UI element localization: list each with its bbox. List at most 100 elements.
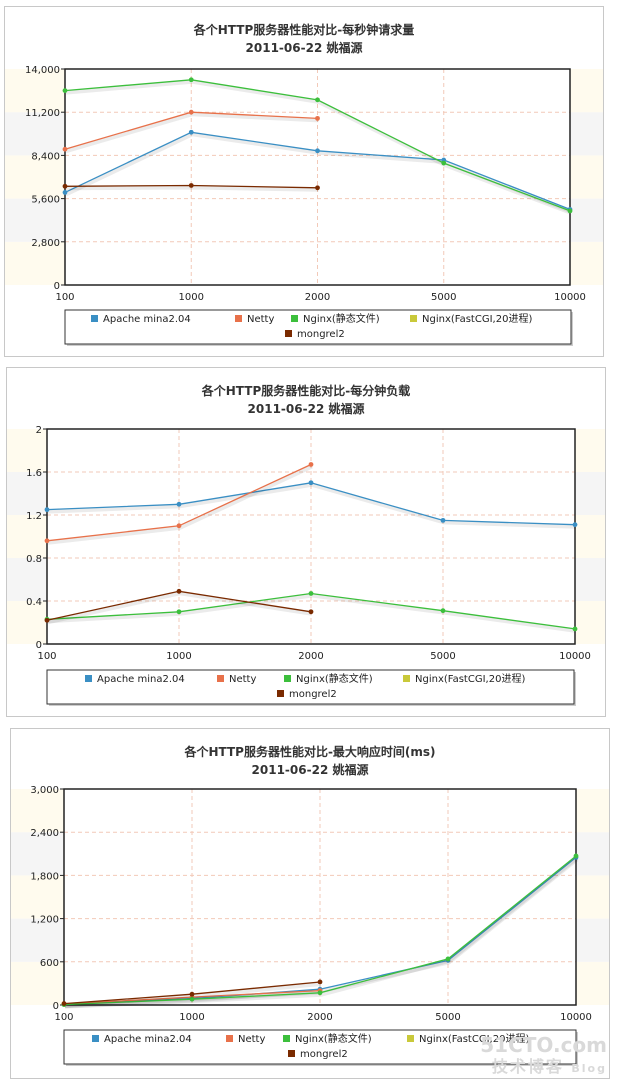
legend-label: Apache mina2.04 [97,674,185,685]
legend-swatch [407,1035,414,1042]
legend-label: Netty [229,674,256,685]
data-point [317,990,323,996]
y-tick-label: 600 [40,958,59,969]
data-point [188,129,194,135]
legend-label: Nginx(FastCGI,20进程) [422,313,532,325]
data-point [176,501,182,507]
data-point [567,208,573,214]
x-tick-label: 10000 [560,1012,592,1023]
watermark-tag: Blog [571,1062,607,1075]
data-point [189,996,195,1002]
y-tick-label: 1.6 [26,468,42,479]
y-tick-label: 0 [53,1001,59,1012]
y-tick-label: 2,800 [31,238,60,249]
plot-border [63,788,577,1006]
data-point [189,991,195,997]
data-point [62,190,68,195]
legend-swatch [285,330,292,337]
data-point [176,609,182,615]
data-point [188,183,194,188]
data-point [44,538,50,544]
y-tick-label: 11,200 [25,108,60,119]
legend-swatch [226,1035,233,1042]
data-point [44,507,50,513]
x-tick-label: 100 [54,1012,73,1023]
legend-label: mongrel2 [300,1049,348,1060]
data-point [315,97,320,103]
data-point [315,148,320,154]
data-point [188,109,194,115]
legend-label: Nginx(静态文件) [296,672,373,685]
legend-swatch [235,315,242,322]
legend-swatch [85,675,92,682]
legend-label: Netty [247,314,274,325]
x-tick-label: 1000 [166,651,191,662]
x-tick-label: 5000 [430,651,455,662]
x-tick-label: 100 [55,292,74,303]
legend-swatch [91,315,98,322]
data-point [315,185,320,191]
legend-label: Nginx(静态文件) [303,312,380,325]
legend-swatch [288,1050,295,1057]
x-tick-label: 1000 [179,1012,204,1023]
chart-max-response-time: 各个HTTP服务器性能对比-最大响应时间(ms) 2011-06-22 姚福源 0 6… [11,744,609,1066]
data-point [572,626,578,632]
data-point [308,591,314,596]
x-tick-label: 10000 [559,651,591,662]
data-point [176,523,182,529]
data-point [188,77,194,83]
legend-box [63,1029,577,1065]
chart-subtitle: 2011-06-22 姚福源 [248,401,365,416]
data-point [308,480,314,486]
watermark-logo: 51CTO.com 技术博客 Blog [480,1034,607,1080]
data-point [44,617,50,623]
chart-subtitle: 2011-06-22 姚福源 [246,40,363,55]
legend-label: Apache mina2.04 [104,1034,192,1045]
data-point [440,517,446,523]
data-point [62,183,68,189]
legend-label: Netty [238,1034,265,1045]
y-tick-label: 5,600 [31,195,60,206]
x-tick-label: 2000 [298,651,323,662]
chart-panel-requests: 各个HTTP服务器性能对比-每秒钟请求量 2011-06-22 姚福源 0 2,800… [4,6,604,357]
plot-border [46,428,576,645]
chart-requests-per-second: 各个HTTP服务器性能对比-每秒钟请求量 2011-06-22 姚福源 0 2,800… [5,22,603,346]
legend-swatch [217,675,224,682]
y-tick-label: 8,400 [31,151,60,162]
legend-box [64,309,572,345]
x-tick-label: 2000 [305,292,330,303]
chart-panel-response-time: 各个HTTP服务器性能对比-最大响应时间(ms) 2011-06-22 姚福源 0 6… [10,728,610,1079]
chart-title: 各个HTTP服务器性能对比-每分钟负载 [201,383,410,398]
chart-panel-load: 各个HTTP服务器性能对比-每分钟负载 2011-06-22 姚福源 0 0.4 0.8… [6,367,606,717]
series-shadow [65,185,319,192]
data-point [62,146,68,152]
legend-swatch [283,1035,290,1042]
chart-title: 各个HTTP服务器性能对比-每秒钟请求量 [193,22,414,37]
y-tick-label: 2 [36,425,42,436]
legend-swatch [284,675,291,682]
y-tick-label: 1.2 [26,511,42,522]
data-point [308,609,314,615]
data-point [317,979,323,985]
legend-label: mongrel2 [297,329,345,340]
plot-border [64,68,571,286]
data-point [308,462,314,467]
chart-load-per-minute: 各个HTTP服务器性能对比-每分钟负载 2011-06-22 姚福源 0 0.4 0.8… [7,383,605,706]
data-point [573,853,579,859]
legend-swatch [410,315,417,322]
data-point [61,1001,67,1006]
watermark-sub: 技术博客 [491,1057,564,1076]
data-point [445,956,451,962]
y-tick-label: 2,400 [30,828,59,839]
legend-swatch [291,315,298,322]
y-tick-label: 14,000 [25,65,60,76]
legend-label: mongrel2 [289,689,337,700]
x-tick-label: 2000 [307,1012,332,1023]
data-point [176,588,182,594]
data-point [315,115,320,121]
legend-label: Nginx(FastCGI,20进程) [419,1033,529,1045]
y-tick-label: 1,200 [30,915,59,926]
x-tick-label: 10000 [554,292,586,303]
data-point [441,160,447,166]
legend-swatch [403,675,410,682]
